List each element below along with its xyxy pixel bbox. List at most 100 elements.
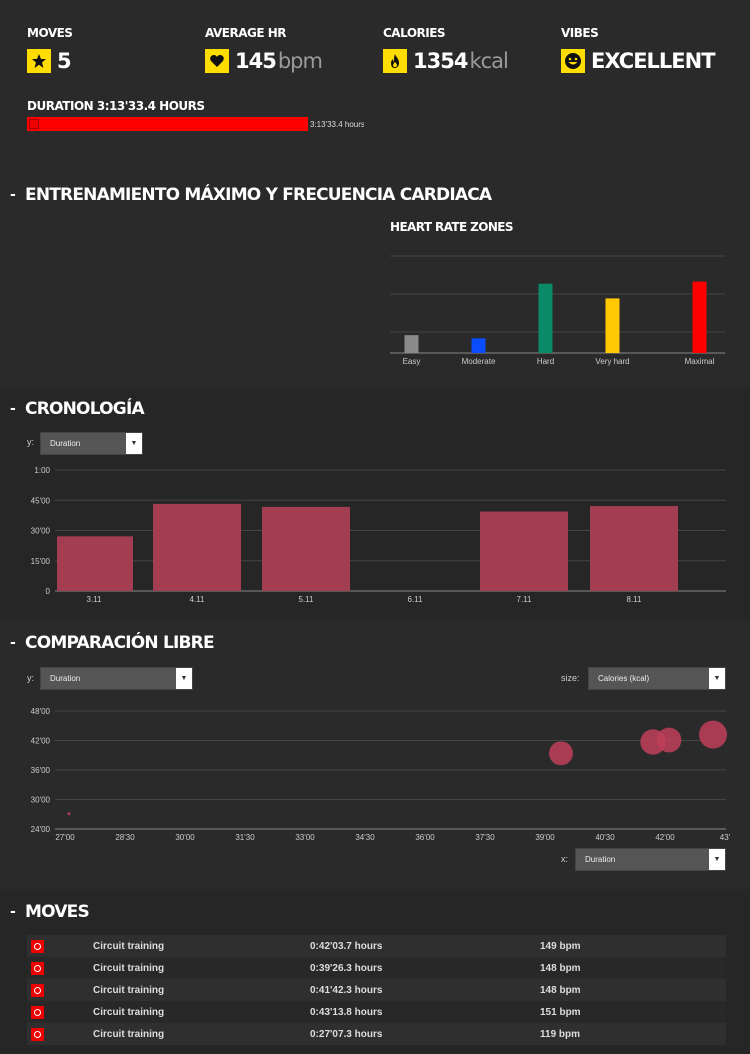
moves-section-title[interactable]: - MOVES	[10, 902, 90, 922]
moves-section: - MOVES	[0, 889, 750, 1054]
data-point	[656, 727, 682, 753]
summary-panel: MOVES 5 AVERAGE HR 145 bpm CALORIES 1354…	[0, 0, 750, 170]
training-title-text: ENTRENAMIENTO MÁXIMO Y FRECUENCIA CARDIA…	[25, 185, 492, 205]
training-section-title[interactable]: - ENTRENAMIENTO MÁXIMO Y FRECUENCIA CARD…	[10, 185, 492, 205]
hr-zones-title: HEART RATE ZONES	[390, 220, 514, 234]
calories-stat: CALORIES 1354 kcal	[383, 26, 509, 74]
tick-label: Easy	[403, 357, 421, 366]
chevron-down-icon[interactable]: ▼	[709, 849, 725, 870]
comparison-size-select[interactable]: Calories (kcal) ▼	[588, 667, 726, 690]
bar	[538, 283, 553, 353]
avg-hr-label: AVERAGE HR	[205, 26, 286, 40]
y-tick-label: 1:00	[34, 466, 50, 475]
x-tick-label: 42'00	[655, 833, 675, 842]
collapse-icon[interactable]: -	[10, 904, 16, 920]
move-hr: 148 bpm	[540, 962, 581, 974]
avg-hr-stat: AVERAGE HR 145 bpm	[205, 26, 323, 74]
bar	[480, 511, 568, 591]
move-name[interactable]: Circuit training	[93, 962, 165, 974]
chronology-y-select[interactable]: Duration ▼	[40, 432, 143, 455]
bar	[262, 506, 350, 591]
x-tick-label: 8.11	[627, 595, 643, 604]
y-tick-label: 48'00	[31, 707, 51, 716]
comparison-x-label: x:	[561, 854, 569, 864]
table-row[interactable]: Circuit training 0:39'26.3 hours 148 bpm	[27, 957, 726, 979]
table-row[interactable]: Circuit training 0:41'42.3 hours 148 bpm	[27, 979, 726, 1001]
table-row[interactable]: Circuit training 0:43'13.8 hours 151 bpm	[27, 1001, 726, 1023]
chronology-title-text: CRONOLOGÍA	[25, 399, 145, 419]
comparison-title-text: COMPARACIÓN LIBRE	[25, 633, 215, 653]
comparison-section-title[interactable]: - COMPARACIÓN LIBRE	[10, 633, 215, 653]
table-row[interactable]: Circuit training 0:42'03.7 hours 149 bpm	[27, 935, 726, 957]
data-point	[699, 720, 727, 749]
y-tick-label: 30'00	[31, 796, 51, 805]
x-tick-label: 28'30	[115, 833, 135, 842]
y-tick-label: 36'00	[31, 766, 51, 775]
chronology-chart: 0 15'00 30'00 45'00 1:00 3.11 4.11 5.11 6.11 7.11…	[31, 466, 726, 604]
y-tick-label: 42'00	[31, 737, 51, 746]
move-name[interactable]: Circuit training	[93, 1028, 165, 1040]
vibes-value: EXCELLENT	[591, 49, 716, 73]
x-tick-label: 3.11	[87, 595, 103, 604]
x-tick-label: 43'	[720, 833, 731, 842]
bar	[57, 536, 133, 591]
move-name[interactable]: Circuit training	[93, 984, 165, 996]
chronology-y-select-value: Duration	[50, 439, 81, 448]
move-name[interactable]: Circuit training	[93, 1006, 165, 1018]
duration-label: DURATION 3:13'33.4 HOURS	[27, 99, 205, 113]
comparison-x-select[interactable]: Duration ▼	[575, 848, 726, 871]
chronology-section-title[interactable]: - CRONOLOGÍA	[10, 399, 145, 419]
activity-icon	[31, 1027, 44, 1041]
chronology-y-label: y:	[27, 437, 35, 447]
tick-label: Maximal	[685, 357, 715, 366]
comparison-y-select-value: Duration	[50, 674, 81, 683]
flame-icon	[383, 49, 407, 73]
duration-bar-text: 3:13'33.4 hours	[310, 120, 364, 129]
move-hr: 149 bpm	[540, 940, 581, 952]
avg-hr-value: 145	[235, 49, 277, 73]
star-icon	[27, 49, 51, 73]
chevron-down-icon[interactable]: ▼	[176, 668, 192, 689]
vibes-stat: VIBES EXCELLENT	[561, 26, 716, 74]
collapse-icon[interactable]: -	[10, 401, 16, 417]
bar	[590, 506, 678, 591]
y-tick-label: 30'00	[31, 527, 51, 536]
move-name[interactable]: Circuit training	[93, 940, 165, 952]
comparison-section: - COMPARACIÓN LIBRE y: Duration ▼ size: …	[0, 621, 750, 888]
comparison-x-select-value: Duration	[585, 855, 616, 864]
chevron-down-icon[interactable]: ▼	[126, 433, 142, 454]
move-hr: 151 bpm	[540, 1006, 581, 1018]
bar	[153, 503, 241, 591]
x-tick-label: 30'00	[175, 833, 195, 842]
x-tick-label: 5.11	[299, 595, 315, 604]
x-tick-label: 7.11	[517, 595, 533, 604]
collapse-icon[interactable]: -	[10, 635, 16, 651]
activity-icon	[31, 1005, 44, 1019]
activity-icon	[31, 939, 44, 953]
move-hr: 148 bpm	[540, 984, 581, 996]
y-tick-label: 45'00	[31, 496, 51, 505]
table-row[interactable]: Circuit training 0:27'07.3 hours 119 bpm	[27, 1023, 726, 1045]
moves-stat: MOVES 5	[27, 26, 73, 74]
y-tick-label: 24'00	[31, 825, 51, 834]
duration-bar	[27, 117, 308, 131]
activity-icon	[31, 983, 44, 997]
y-tick-label: 0	[46, 587, 51, 596]
x-tick-label: 31'30	[235, 833, 255, 842]
move-hr: 119 bpm	[540, 1028, 581, 1040]
hr-zones-chart: Easy Moderate Hard Very hard Maximal	[390, 255, 725, 366]
move-duration: 0:43'13.8 hours	[310, 1006, 383, 1018]
duration-move-icon[interactable]	[29, 119, 39, 129]
move-duration: 0:27'07.3 hours	[310, 1028, 383, 1040]
collapse-icon[interactable]: -	[10, 187, 16, 203]
y-tick-label: 15'00	[31, 557, 51, 566]
bar	[605, 298, 620, 353]
x-tick-label: 34'30	[355, 833, 375, 842]
x-tick-label: 36'00	[415, 833, 435, 842]
moves-value: 5	[57, 49, 72, 73]
data-point	[549, 741, 573, 766]
chevron-down-icon[interactable]: ▼	[709, 668, 725, 689]
move-duration: 0:41'42.3 hours	[310, 984, 383, 996]
move-duration: 0:42'03.7 hours	[310, 940, 383, 952]
comparison-y-select[interactable]: Duration ▼	[40, 667, 193, 690]
